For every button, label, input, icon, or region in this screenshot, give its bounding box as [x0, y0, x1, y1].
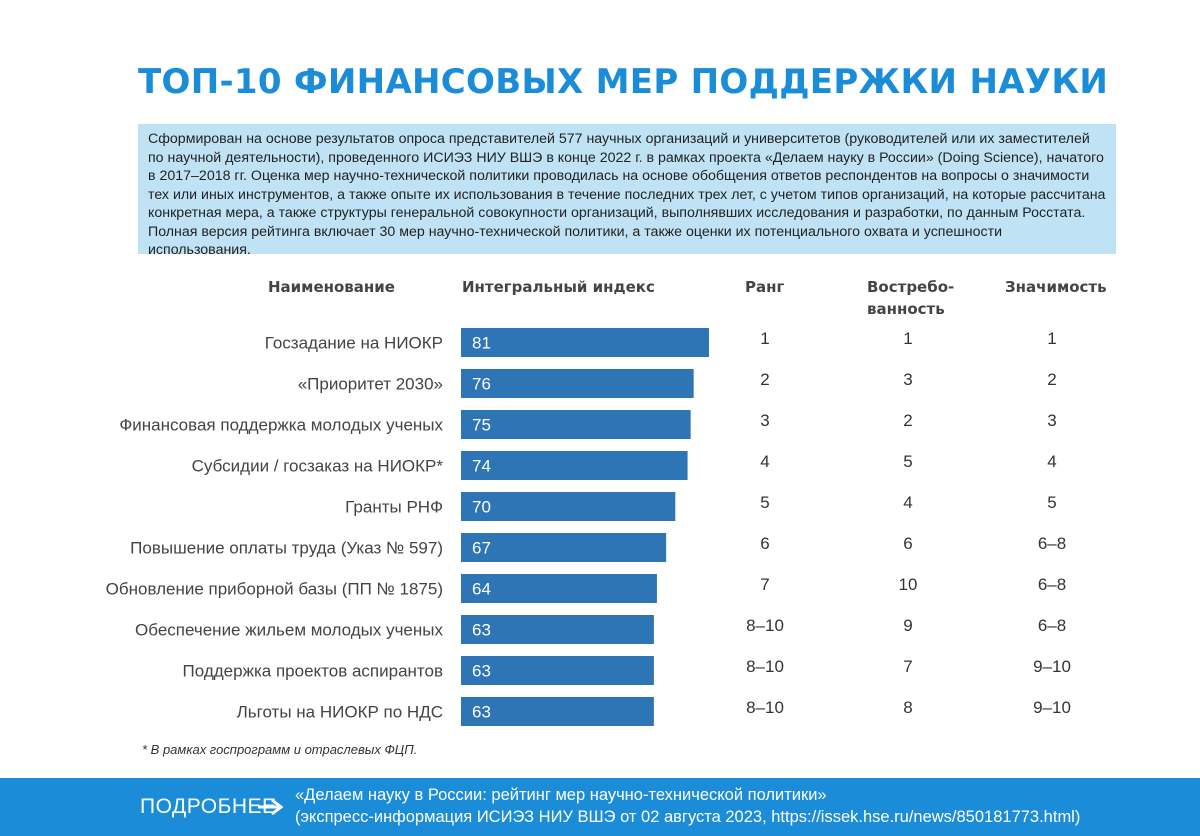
- bar: [461, 451, 688, 480]
- significance-value: 5: [1047, 493, 1056, 512]
- bar-value-label: 67: [472, 539, 491, 558]
- rank-value: 7: [760, 575, 769, 594]
- source-line2: (экспресс-информация ИСИЭЗ НИУ ВШЭ от 02…: [295, 808, 1081, 826]
- bar: [461, 574, 657, 603]
- bar-value-label: 70: [472, 498, 491, 517]
- significance-value: 2: [1047, 370, 1056, 389]
- bar: [461, 492, 676, 521]
- source-line1: «Делаем науку в России: рейтинг мер науч…: [295, 786, 827, 804]
- category-label: Субсидии / госзаказ на НИОКР*: [192, 457, 444, 476]
- arrow-right-icon: [258, 798, 284, 816]
- bar-value-label: 81: [472, 334, 491, 353]
- significance-value: 9–10: [1033, 657, 1071, 676]
- significance-value: 6–8: [1038, 616, 1066, 635]
- intro-line: по научной деятельности), проведенного И…: [148, 149, 1104, 166]
- column-header-name: Наименование: [268, 278, 395, 296]
- column-header-demand-line1: Востребо-: [867, 278, 955, 296]
- intro-line: конкретная мера, а также структуры генер…: [148, 205, 1086, 221]
- demand-value: 6: [903, 534, 912, 553]
- rank-value: 8–10: [746, 698, 784, 717]
- significance-value: 4: [1047, 452, 1056, 471]
- demand-value: 10: [899, 575, 918, 594]
- intro-line: тех или иных инструментов, а также опыте…: [148, 186, 1106, 203]
- rank-value: 5: [760, 493, 769, 512]
- category-label: Обновление приборной базы (ПП № 1875): [106, 580, 443, 599]
- bar-chart: Госзадание на НИОКР 81 1 1 1 «Приоритет 2030»…: [106, 328, 1071, 726]
- column-header-demand: Востребо- ванность: [867, 276, 954, 320]
- significance-value: 3: [1047, 411, 1056, 430]
- column-header-significance: Значимость: [1005, 278, 1107, 296]
- bar: [461, 615, 654, 644]
- bar: [461, 328, 709, 357]
- bar-value-label: 64: [472, 580, 491, 599]
- demand-value: 1: [903, 329, 912, 348]
- bar-value-label: 75: [472, 416, 491, 435]
- category-label: Поддержка проектов аспирантов: [183, 662, 443, 681]
- column-header-index: Интегральный индекс: [462, 278, 655, 296]
- demand-value: 5: [903, 452, 912, 471]
- bar: [461, 533, 667, 562]
- source-link[interactable]: «Делаем науку в России: рейтинг мер науч…: [295, 784, 1080, 828]
- demand-value: 7: [903, 657, 912, 676]
- bar-value-label: 76: [472, 375, 491, 394]
- bar-value-label: 63: [472, 662, 491, 681]
- category-label: Повышение оплаты труда (Указ № 597): [130, 539, 443, 558]
- rank-value: 8–10: [746, 616, 784, 635]
- footer-bar: ПОДРОБНЕЕ «Делаем науку в России: рейтин…: [0, 778, 1200, 836]
- demand-value: 2: [903, 411, 912, 430]
- category-label: Финансовая поддержка молодых ученых: [119, 416, 443, 435]
- column-header-rank: Ранг: [745, 278, 785, 296]
- page-title: ТОП-10 ФИНАНСОВЫХ МЕР ПОДДЕРЖКИ НАУКИ: [138, 62, 1109, 102]
- more-label: ПОДРОБНЕЕ: [140, 795, 277, 818]
- rank-value: 4: [760, 452, 769, 471]
- rank-value: 2: [760, 370, 769, 389]
- category-label: Гранты РНФ: [345, 498, 443, 517]
- bar-value-label: 63: [472, 703, 491, 722]
- intro-line: Полная версия рейтинга включает 30 мер н…: [148, 223, 1002, 259]
- rank-value: 3: [760, 411, 769, 430]
- significance-value: 6–8: [1038, 575, 1066, 594]
- bar: [461, 656, 654, 685]
- intro-box: Сформирован на основе результатов опроса…: [138, 124, 1116, 258]
- demand-value: 4: [903, 493, 912, 512]
- bar: [461, 697, 654, 726]
- rank-value: 8–10: [746, 657, 784, 676]
- category-label: Обеспечение жильем молодых ученых: [135, 621, 443, 640]
- column-header-demand-line2: ванность: [867, 300, 945, 318]
- bar-value-label: 74: [472, 457, 491, 476]
- significance-value: 9–10: [1033, 698, 1071, 717]
- bar-value-label: 63: [472, 621, 491, 640]
- category-label: «Приоритет 2030»: [298, 375, 443, 394]
- intro-line: Сформирован на основе результатов опроса…: [148, 131, 1090, 147]
- footnote: * В рамках госпрограмм и отраслевых ФЦП.: [142, 742, 418, 757]
- category-label: Госзадание на НИОКР: [265, 334, 443, 353]
- category-label: Льготы на НИОКР по НДС: [237, 703, 443, 722]
- demand-value: 3: [903, 370, 912, 389]
- significance-value: 6–8: [1038, 534, 1066, 553]
- rank-value: 1: [760, 329, 769, 348]
- rank-value: 6: [760, 534, 769, 553]
- demand-value: 8: [903, 698, 912, 717]
- bar: [461, 369, 694, 398]
- demand-value: 9: [903, 616, 912, 635]
- bar: [461, 410, 691, 439]
- intro-line: в 2017–2018 гг. Оценка мер научно-технич…: [148, 168, 1090, 184]
- significance-value: 1: [1047, 329, 1056, 348]
